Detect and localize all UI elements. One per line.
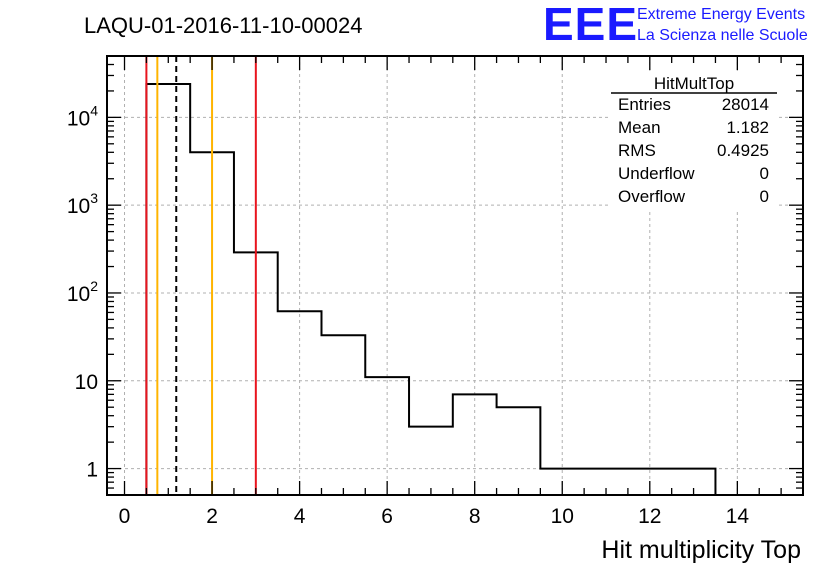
stats-label: Entries [618,95,671,114]
x-axis-title: Hit multiplicity Top [601,536,801,564]
chart-title: LAQU-01-2016-11-10-00024 [84,13,362,38]
stats-box: HitMultTop Entries 28014 Mean 1.182 RMS 0.4925… [611,73,777,211]
histogram-bin [146,84,190,495]
plot-frame [106,55,804,496]
histogram-bin [365,377,409,495]
stats-value: 28014 [722,95,769,114]
histogram-bin [497,407,541,495]
x-tick-label: 8 [469,505,481,528]
x-tick-label: 0 [119,505,131,528]
stats-label: RMS [618,141,656,160]
logo: EEE Extreme Energy Events La Scienza nel… [543,0,808,50]
histogram-bin [278,311,322,495]
x-tick-label: 2 [206,505,218,528]
y-tick-label: 103 [67,190,98,218]
x-axis: 0 2 4 6 8 10 12 14 [119,56,782,528]
stats-value: 0 [760,164,769,183]
logo-line-1: Extreme Energy Events [637,6,805,23]
stats-label: Mean [618,118,661,137]
stats-title: HitMultTop [654,74,734,93]
y-tick-label: 102 [67,278,98,306]
logo-line-2: La Scienza nelle Scuole [637,27,808,44]
histogram-series [145,82,717,495]
y-tick-label: 10 [75,371,98,394]
stats-value: 0 [760,187,769,206]
plot-border [106,55,804,496]
histogram-outline [145,82,717,495]
stats-value: 0.4925 [717,141,769,160]
y-tick-label: 104 [67,102,98,130]
histogram-bin [321,335,365,495]
histogram-bin [453,394,497,495]
y-tick-label: 1 [86,459,98,482]
x-tick-label: 6 [381,505,393,528]
x-tick-label: 14 [726,505,750,528]
y-axis: 1 10 102 103 104 [67,55,803,496]
histogram-bin [409,427,453,495]
stats-value: 1.182 [726,118,769,137]
x-tick-label: 4 [294,505,306,528]
logo-mark: EEE [543,0,638,50]
stats-label: Underflow [618,164,695,183]
stats-label: Overflow [618,187,686,206]
x-tick-label: 12 [638,505,661,528]
marker-lines [145,56,257,495]
x-tick-label: 10 [551,505,574,528]
stats-background [611,73,777,211]
